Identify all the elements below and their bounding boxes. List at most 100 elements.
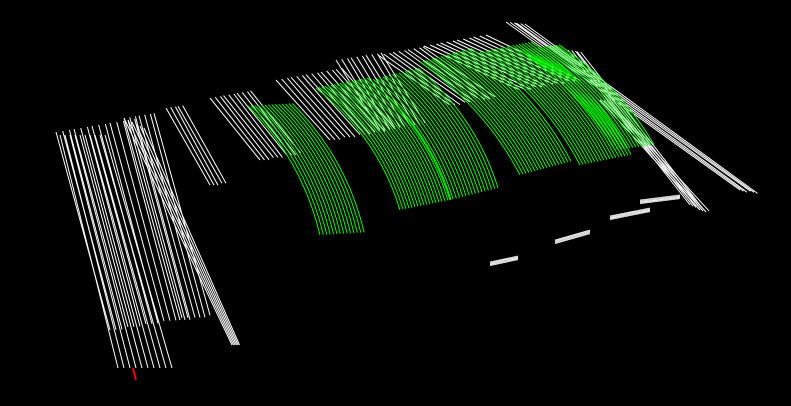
highlighted-scan-line (519, 49, 616, 151)
highlighted-scan-line (291, 103, 365, 233)
scan-line (404, 50, 476, 103)
scan-line (524, 23, 758, 194)
highlighted-scan-line (537, 47, 634, 148)
scan-fragment (639, 194, 681, 201)
scan-line (520, 23, 755, 193)
highlighted-scan-line (525, 48, 622, 150)
scan-line (139, 125, 239, 346)
scan-line (91, 125, 147, 325)
highlighted-scan-line (268, 104, 341, 234)
highlighted-scan-line (321, 86, 407, 209)
highlighted-scan-line (458, 51, 560, 165)
highlighted-scan-line (363, 78, 449, 201)
scan-line (302, 75, 356, 138)
scan-line (174, 106, 219, 186)
highlighted-scan-line (257, 105, 331, 235)
highlighted-scan-line (401, 71, 483, 193)
highlighted-scan-line (552, 45, 649, 146)
scan-fragment (489, 256, 519, 264)
highlighted-scan-line (455, 51, 557, 166)
scan-fragment (609, 211, 651, 220)
highlighted-scan-line (318, 87, 404, 210)
scan-fragment (554, 233, 591, 244)
highlighted-scan-line (339, 82, 425, 206)
highlighted-scan-line (431, 58, 533, 173)
highlighted-scan-line (278, 103, 352, 234)
scan-line (127, 119, 234, 346)
highlighted-scan-line (327, 85, 413, 208)
scan-fragment (639, 198, 681, 204)
highlighted-scan-line (281, 103, 355, 234)
scan-line (376, 53, 421, 126)
scan-line (516, 22, 751, 192)
highlighted-scan-line (443, 55, 545, 169)
highlighted-scan-line (330, 84, 416, 208)
scan-line (127, 119, 183, 319)
scan-line (275, 79, 331, 141)
highlighted-scan-line (382, 76, 464, 197)
scan-line (177, 105, 223, 184)
highlighted-scan-line (440, 55, 542, 170)
scan-line (170, 107, 215, 186)
scan-line (182, 105, 227, 184)
highlighted-scan-line (395, 73, 477, 194)
scan-fragment (554, 232, 591, 244)
highlighted-scan-line (264, 104, 338, 235)
highlighted-scan-line (251, 105, 324, 235)
scan-line (73, 128, 129, 328)
highlighted-scan-line (285, 103, 358, 233)
highlighted-scan-line (324, 85, 410, 209)
scan-fragment (554, 231, 591, 243)
scan-line (356, 56, 401, 128)
scan-line (94, 134, 161, 369)
scan-lines-white (55, 21, 758, 369)
scan-line (68, 129, 123, 330)
scan-line (116, 121, 171, 321)
scan-line (287, 77, 341, 140)
scan-fragment (639, 197, 681, 204)
highlighted-scan-line (437, 56, 539, 171)
highlighted-scan-line (467, 48, 569, 163)
highlighted-scan-line (509, 45, 611, 160)
scan-line (138, 115, 196, 318)
highlighted-scan-line (254, 105, 328, 235)
scan-line (317, 72, 371, 135)
highlighted-scan-line (398, 72, 480, 193)
scan-line (86, 126, 141, 327)
highlighted-scan-line (422, 60, 524, 175)
highlighted-scan-line (452, 52, 554, 167)
highlighted-scan-line (428, 59, 530, 173)
highlighted-scan-line (534, 47, 631, 149)
highlighted-scan-line (425, 59, 527, 174)
scan-line (305, 74, 361, 135)
highlighted-scan-line (417, 67, 499, 189)
highlighted-scan-line (408, 70, 489, 191)
highlighted-scan-line (342, 82, 428, 205)
scan-fragment (489, 259, 519, 266)
highlighted-scan-line (354, 79, 440, 203)
scan-line (223, 95, 274, 158)
highlighted-scan-line (488, 49, 590, 164)
scan-line (74, 134, 137, 369)
scan-fragment (609, 210, 651, 220)
highlighted-scan-line (434, 57, 536, 172)
scan-line (123, 117, 233, 346)
highlighted-scan-line (288, 103, 362, 233)
highlighted-scan-line (446, 54, 548, 169)
highlighted-scan-line (494, 48, 596, 163)
scan-line (129, 117, 186, 321)
origin-marker (132, 367, 137, 381)
highlighted-scan-line (528, 48, 625, 150)
highlighted-scan-line (464, 49, 566, 164)
scan-fragment (489, 257, 519, 265)
scan-line (290, 76, 346, 138)
highlighted-scan-line (449, 53, 551, 168)
scan-line (341, 58, 386, 131)
scan-line (80, 127, 135, 327)
highlighted-scan-line (392, 74, 473, 195)
highlighted-scan-line (315, 87, 401, 211)
scan-line (220, 96, 270, 161)
scan-line (55, 131, 111, 331)
highlighted-scan-line (506, 46, 608, 160)
